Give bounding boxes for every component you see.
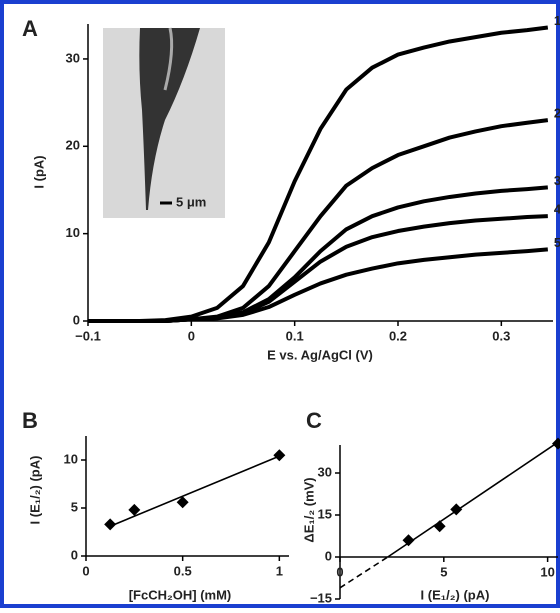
y-tick-label: 20 [66, 138, 80, 153]
y-tick-label: 10 [64, 451, 78, 466]
x-tick-label: 0.5 [174, 563, 192, 578]
fit-line [387, 441, 559, 558]
point [450, 503, 463, 516]
y-axis-label: ΔE₁/₂ (mV) [301, 477, 316, 542]
x-tick-label: 0 [188, 328, 195, 343]
y-tick-label: 0 [71, 547, 78, 562]
y-tick-label: 0 [73, 312, 80, 327]
inset-label: 5 μm [176, 194, 206, 209]
x-tick-label: 10 [540, 564, 554, 579]
inset [103, 27, 225, 218]
x-tick-label: 0 [336, 564, 343, 579]
point [176, 496, 189, 509]
fit-line [109, 455, 280, 527]
y-tick-label: 10 [66, 225, 80, 240]
y-axis-label: I (E₁/₂) (pA) [27, 456, 42, 525]
tip [139, 28, 200, 210]
x-axis-label: [FcCH₂OH] (mM) [129, 587, 232, 602]
series-label: 1 [554, 13, 560, 28]
series-label: 4 [554, 202, 560, 217]
point [128, 503, 141, 516]
x-tick-label: 5 [440, 564, 447, 579]
x-tick-label: 1 [276, 563, 283, 578]
y-axis-label: I (pA) [31, 155, 46, 188]
x-tick-label: 0.1 [286, 328, 304, 343]
tip-highlight [163, 27, 174, 91]
y-tick-label: 0 [325, 548, 332, 563]
x-axis-label: E vs. Ag/AgCl (V) [267, 347, 373, 362]
point [402, 534, 415, 547]
x-tick-label: −0.1 [75, 328, 101, 343]
x-tick-label: 0.3 [492, 328, 510, 343]
y-tick-label: 5 [71, 499, 78, 514]
x-tick-label: 0 [82, 563, 89, 578]
y-tick-label: 30 [318, 464, 332, 479]
panel-letter: C [306, 408, 322, 433]
y-tick-label: 30 [66, 50, 80, 65]
y-tick-label: 15 [318, 506, 332, 521]
y-tick-label: −15 [310, 590, 332, 605]
point [104, 518, 117, 531]
x-tick-label: 0.2 [389, 328, 407, 343]
series-label: 2 [554, 106, 560, 121]
point [433, 520, 446, 533]
panel-letter: B [22, 408, 38, 433]
point [552, 437, 560, 450]
point [273, 449, 286, 462]
x-axis-label: I (E₁/₂) (pA) [421, 587, 490, 602]
series-label: 3 [554, 173, 560, 188]
series-label: 5 [554, 235, 560, 250]
panel-letter: A [22, 16, 38, 41]
curve [88, 247, 549, 323]
